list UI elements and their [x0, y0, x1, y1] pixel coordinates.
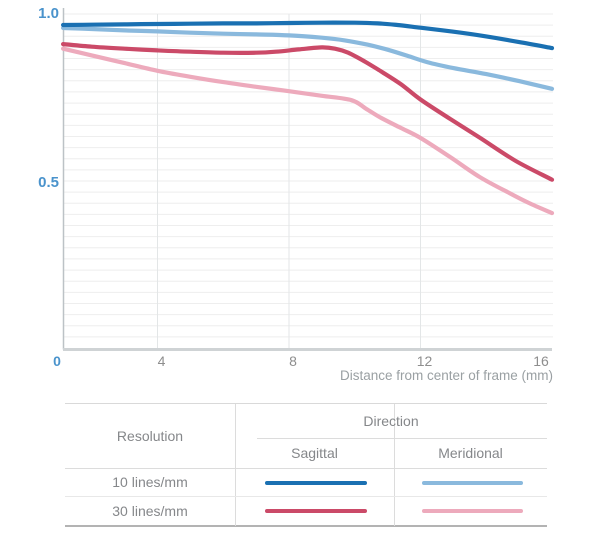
resolution-header: Resolution	[65, 404, 235, 468]
row-10lines-label: 10 lines/mm	[112, 474, 188, 490]
header-underline	[65, 468, 547, 469]
direction-header-label: Direction	[363, 413, 419, 429]
swatch-10-sagittal	[265, 481, 367, 485]
sagittal-header: Sagittal	[235, 438, 394, 468]
mtf-chart: 1.0 0.5 0 4 8 12 16 Distance from center of fra…	[38, 5, 555, 383]
row-30lines-label: 30 lines/mm	[112, 503, 188, 519]
x-tick-label: 4	[158, 353, 166, 369]
x-tick-label: 8	[289, 353, 297, 369]
series-line-10-lines-mm-sagittal	[61, 20, 555, 51]
meridional-header-label: Meridional	[438, 445, 503, 461]
row-30lines-label-cell: 30 lines/mm	[65, 496, 235, 526]
divider-sagittal-meridional	[394, 404, 395, 526]
direction-underline	[257, 438, 547, 439]
divider-resolution-col	[235, 404, 236, 526]
series-line-30-lines-mm-meridional	[61, 46, 555, 216]
series-line-10-lines-mm-meridional	[61, 25, 555, 91]
swatch-30-meridional	[422, 509, 523, 513]
swatch-10-meridional	[422, 481, 523, 485]
resolution-header-label: Resolution	[116, 428, 184, 444]
y-tick-label: 1.0	[38, 5, 59, 22]
sagittal-header-label: Sagittal	[291, 445, 338, 461]
x-tick-label: 16	[533, 353, 549, 369]
direction-header: Direction	[235, 404, 547, 438]
meridional-header: Meridional	[394, 438, 547, 468]
swatch-30-sagittal	[265, 509, 367, 513]
row-10lines-label-cell: 10 lines/mm	[65, 468, 235, 496]
x-tick-label: 12	[417, 353, 433, 369]
y-tick-label: 0.5	[38, 174, 59, 191]
x-tick-label: 0	[53, 353, 61, 369]
row-divider	[65, 496, 547, 497]
legend-table: Resolution Direction Sagittal Meridional…	[65, 403, 547, 527]
series-line-30-lines-mm-sagittal	[61, 42, 555, 182]
x-axis-title: Distance from center of frame (mm)	[340, 368, 553, 383]
